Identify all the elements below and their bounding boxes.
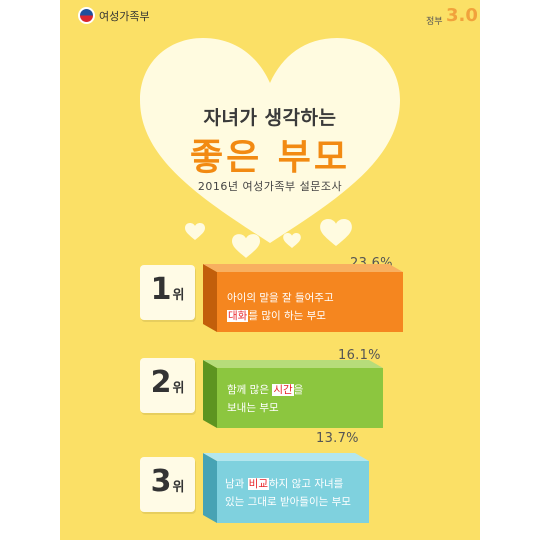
title-line2: 좋은 부모 — [189, 137, 350, 178]
taeguk-emblem-icon — [78, 7, 95, 24]
small-heart-icon — [232, 234, 260, 258]
small-heart-icon — [283, 233, 301, 248]
rank-bar — [203, 453, 369, 523]
rank-text-pre: 함께 많은 — [227, 384, 273, 396]
rank-bar — [203, 360, 383, 428]
rank-percent: 16.1% — [338, 348, 381, 363]
poster: 여성가족부 정부 3.0 자녀가 생각하는 좋은 부모 2016년 여성가족부 … — [60, 0, 480, 540]
highlight-word: 비교 — [247, 478, 269, 490]
gov3-logo: 정부 3.0 — [426, 4, 478, 30]
rank-text-line: 대화를 많이 하는 부모 — [227, 307, 334, 325]
big-heart-icon — [140, 38, 400, 243]
ministry-logo[interactable]: 여성가족부 — [78, 7, 150, 24]
rank-description: 아이의 말을 잘 들어주고 대화를 많이 하는 부모 — [227, 289, 334, 325]
small-heart-icon — [185, 223, 205, 240]
rank-text-post: 하지 않고 자녀를 — [269, 478, 344, 490]
rank-number: 3 — [150, 464, 172, 499]
highlight-word: 시간 — [272, 384, 294, 396]
rank-unit: 위 — [172, 480, 185, 495]
rank-text-post: 을 — [293, 384, 304, 396]
rank-text-line: 있는 그대로 받아들이는 부모 — [225, 496, 351, 508]
rank-bar — [203, 264, 403, 332]
rank-text-line: 남과 비교하지 않고 자녀를 — [225, 475, 351, 493]
title-line1: 자녀가 생각하는 — [203, 107, 337, 129]
rank-description: 함께 많은 시간을 보내는 부모 — [227, 381, 303, 417]
rank-number: 1 — [150, 272, 172, 307]
small-heart-icon — [320, 219, 352, 246]
gov-number: 3.0 — [446, 5, 478, 26]
rank-percent: 13.7% — [316, 431, 359, 446]
rank-text-line: 함께 많은 시간을 — [227, 381, 303, 399]
rank-unit: 위 — [172, 381, 185, 396]
rank-number: 2 — [150, 365, 172, 400]
rank-text-pre: 남과 — [225, 478, 248, 490]
rank-unit: 위 — [172, 288, 185, 303]
rank-text-line: 아이의 말을 잘 들어주고 — [227, 292, 334, 304]
rank-text-line: 보내는 부모 — [227, 402, 279, 414]
ministry-name: 여성가족부 — [99, 9, 150, 23]
highlight-word: 대화 — [227, 310, 249, 322]
rank-text-rest: 를 많이 하는 부모 — [248, 310, 326, 322]
rank-description: 남과 비교하지 않고 자녀를 있는 그대로 받아들이는 부모 — [225, 475, 351, 511]
survey-caption: 2016년 여성가족부 설문조사 — [197, 180, 343, 193]
gov-label: 정부 — [426, 17, 443, 27]
